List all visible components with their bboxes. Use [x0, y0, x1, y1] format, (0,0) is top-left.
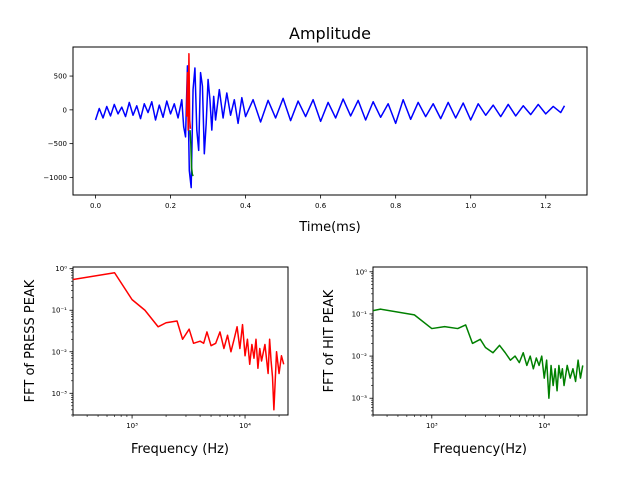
hit-fft-plot-frame	[372, 266, 588, 416]
x-tick-label: 10³	[126, 422, 138, 430]
press-fft-y-label: FFT of PRESS PEAK	[23, 279, 38, 402]
press-fft-plot-frame	[72, 266, 289, 416]
hit-fft-lines	[373, 308, 584, 399]
x-tick-label: 0.4	[240, 202, 252, 210]
y-tick-label: 10⁰	[355, 268, 367, 276]
series-line-2-0	[373, 308, 584, 399]
x-tick-label: 10⁴	[239, 422, 251, 430]
y-tick-label: 0	[63, 106, 67, 114]
press-fft-x-ticks: 10³ 10⁴	[72, 415, 280, 430]
y-tick-label: 10⁻³	[52, 390, 68, 398]
press-fft-x-label: Frequency (Hz)	[131, 442, 229, 457]
x-tick-label: 10³	[426, 422, 438, 430]
series-line-0-2	[189, 130, 194, 177]
x-tick-label: 0.2	[165, 202, 176, 210]
x-tick-label: 0.8	[390, 202, 401, 210]
hit-fft-x-label: Frequency(Hz)	[433, 442, 527, 457]
press-fft-y-ticks: 10⁰ 10⁻¹ 10⁻² 10⁻³	[52, 265, 73, 416]
y-tick-label: −1000	[43, 174, 67, 182]
amplitude-x-ticks: 0.0 0.2 0.4 0.6 0.8 1.0 1.2	[90, 195, 551, 210]
amplitude-lines	[94, 53, 566, 189]
y-tick-label: 500	[54, 73, 67, 81]
amplitude-plot: Amplitude 0.0 0.2 0.4 0.6 0.8 1.0 1.2 500 0 −500…	[43, 24, 588, 235]
series-line-0-0	[94, 65, 566, 189]
y-tick-label: 10⁻¹	[52, 307, 68, 315]
press-fft-plot: 10³ 10⁴ 10⁰ 10⁻¹ 10⁻² 10⁻³ Frequency (Hz) FF…	[23, 265, 289, 457]
y-tick-label: 10⁻³	[352, 395, 368, 403]
amplitude-x-label: Time(ms)	[298, 220, 360, 235]
x-tick-label: 10⁴	[538, 422, 550, 430]
series-line-0-1	[185, 53, 192, 131]
hit-fft-x-ticks: 10³ 10⁴	[372, 415, 579, 430]
y-tick-label: 10⁰	[55, 265, 67, 273]
x-tick-label: 0.0	[90, 202, 101, 210]
x-tick-label: 1.2	[540, 202, 551, 210]
y-tick-label: 10⁻¹	[352, 310, 368, 318]
x-tick-label: 1.0	[465, 202, 476, 210]
amplitude-y-ticks: 500 0 −500 −1000	[43, 73, 73, 182]
series-line-1-0	[73, 271, 285, 411]
x-tick-label: 0.6	[315, 202, 327, 210]
press-fft-lines	[73, 271, 285, 411]
amplitude-plot-frame	[72, 46, 588, 196]
hit-fft-y-ticks: 10⁰ 10⁻¹ 10⁻² 10⁻³	[352, 268, 373, 416]
hit-fft-plot: 10³ 10⁴ 10⁰ 10⁻¹ 10⁻² 10⁻³ Frequency(Hz) FFT…	[322, 266, 588, 457]
y-tick-label: 10⁻²	[52, 348, 68, 356]
hit-fft-y-label: FFT of HIT PEAK	[322, 289, 337, 392]
y-tick-label: 10⁻²	[352, 353, 368, 361]
y-tick-label: −500	[48, 140, 67, 148]
amplitude-title: Amplitude	[289, 24, 371, 43]
